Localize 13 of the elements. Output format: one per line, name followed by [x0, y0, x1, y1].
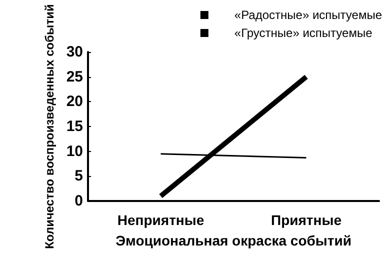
legend-label: «Грустные» испытуемые [234, 26, 373, 40]
x-axis-title: Эмоциональная окраска событий [116, 232, 352, 248]
y-tick-label: 0 [74, 192, 83, 210]
y-tick-label: 10 [66, 142, 83, 160]
legend-label: «Радостные» испытуемые [234, 8, 382, 22]
y-tick-label: 30 [66, 44, 83, 60]
x-tick-label: Неприятные [117, 212, 204, 228]
y-axis-title: Количество воспроизведенных событий [42, 4, 56, 249]
y-tick-label: 15 [66, 118, 83, 135]
y-tick-label: 25 [66, 68, 83, 86]
y-tick-label: 5 [74, 168, 83, 185]
y-tick-label: 20 [66, 93, 83, 110]
x-tick-label: Приятные [271, 212, 342, 228]
